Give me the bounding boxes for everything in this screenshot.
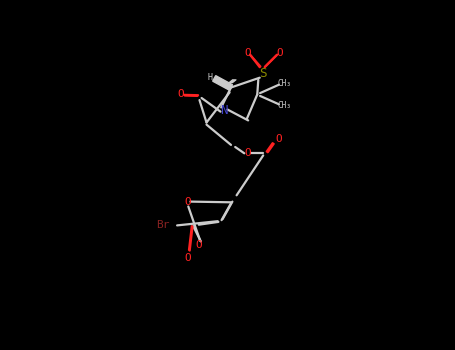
Text: O: O [275,134,282,144]
Text: O: O [184,253,191,263]
Text: Br: Br [156,220,169,230]
Text: CH₃: CH₃ [278,79,292,89]
Text: O: O [244,48,251,58]
Text: S: S [259,67,266,80]
Text: O: O [196,240,202,250]
Text: CH₃: CH₃ [278,101,292,110]
Text: O: O [184,197,191,207]
Text: O: O [177,89,184,99]
Text: N: N [220,104,228,117]
Text: H: H [207,72,212,82]
Text: O: O [244,148,251,158]
Text: O: O [276,48,283,58]
Polygon shape [212,76,233,90]
